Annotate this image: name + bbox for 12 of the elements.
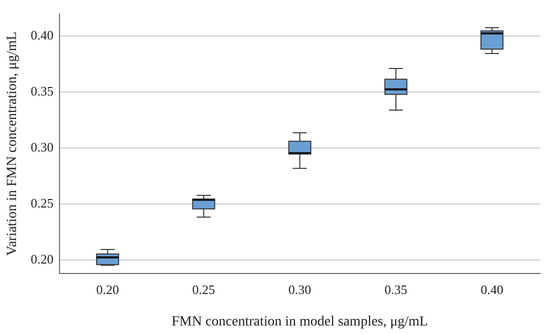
x-tick-label: 0.35 — [384, 282, 408, 297]
x-tick-label: 0.30 — [288, 282, 312, 297]
x-tick-label: 0.20 — [96, 282, 119, 297]
y-tick-label: 0.40 — [30, 28, 54, 43]
y-tick-label: 0.35 — [30, 84, 54, 99]
y-tick-label: 0.30 — [30, 140, 54, 155]
x-tick-label: 0.25 — [192, 282, 216, 297]
x-tick-label: 0.40 — [480, 282, 504, 297]
y-tick-label: 0.20 — [30, 252, 54, 267]
x-axis-title: FMN concentration in model samples, μg/mL — [172, 314, 428, 330]
y-axis-title: Variation in FMN concentration, μg/mL — [5, 32, 20, 256]
y-tick-label: 0.25 — [30, 196, 54, 211]
